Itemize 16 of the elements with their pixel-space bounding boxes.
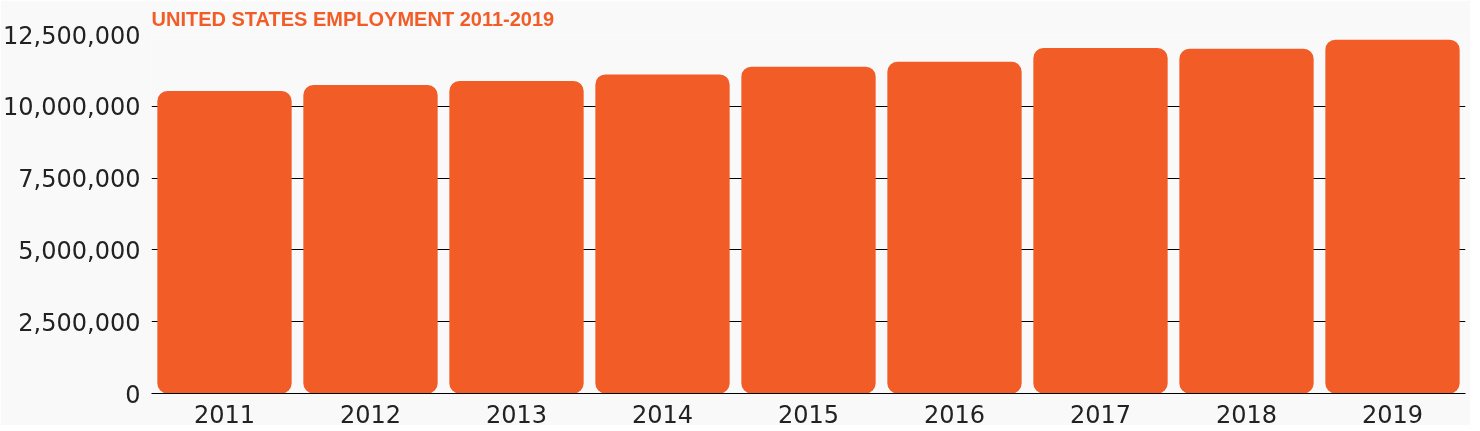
x-tick-label: 2014	[631, 400, 694, 429]
y-tick-label: 2,500,000	[18, 308, 141, 337]
y-tick-label: 12,500,000	[3, 21, 141, 50]
x-tick-label: 2016	[923, 400, 986, 429]
x-tick-label: 2018	[1215, 400, 1278, 429]
y-tick-label: 10,000,000	[3, 93, 141, 122]
x-tick-label: 2019	[1361, 400, 1424, 429]
x-tick-label: 2013	[485, 400, 548, 429]
x-tick-label: 2015	[777, 400, 840, 429]
x-tick-label: 2017	[1069, 400, 1132, 429]
x-tick-label: 2012	[339, 400, 402, 429]
chart-title: UNITED STATES EMPLOYMENT 2011-2019	[151, 7, 555, 30]
y-tick-label: 7,500,000	[18, 165, 141, 194]
y-tick-label: 5,000,000	[18, 236, 141, 265]
y-tick-label: 0	[125, 380, 141, 409]
x-tick-label: 2011	[193, 400, 256, 429]
